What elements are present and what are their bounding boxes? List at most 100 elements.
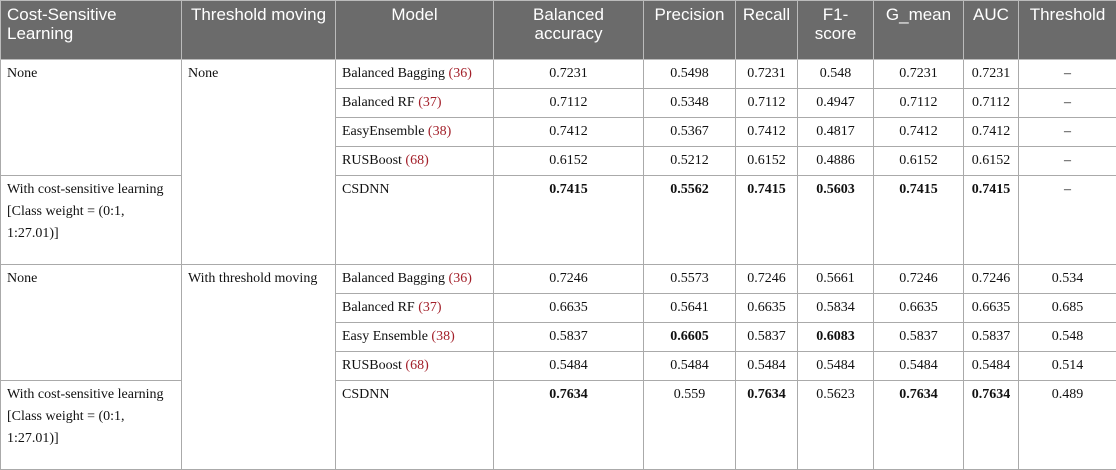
value-text: 0.7412: [549, 124, 588, 139]
model-name: CSDNN: [342, 182, 389, 197]
citation[interactable]: (37): [418, 95, 441, 110]
value-cell: 0.7112: [874, 89, 964, 118]
value-cell: 0.5641: [644, 294, 736, 323]
model-name: CSDNN: [342, 387, 389, 402]
value-text: –: [1064, 124, 1071, 139]
citation[interactable]: (37): [418, 300, 441, 315]
value-text: 0.7231: [972, 66, 1011, 81]
model-cell: EasyEnsemble (38): [336, 118, 494, 147]
value-text: 0.7112: [550, 95, 588, 110]
value-text: 0.5603: [816, 182, 855, 197]
value-cell: 0.6152: [964, 147, 1019, 176]
value-cell: 0.6635: [964, 294, 1019, 323]
model-cell: Balanced RF (37): [336, 89, 494, 118]
cost-sensitive-cell: None: [1, 60, 182, 176]
value-cell: 0.5498: [644, 60, 736, 89]
value-cell: 0.7246: [964, 265, 1019, 294]
value-text: 0.6635: [549, 300, 588, 315]
value-text: 0.7231: [899, 66, 938, 81]
value-cell: 0.7412: [736, 118, 798, 147]
value-text: 0.7634: [549, 387, 588, 402]
value-text: –: [1064, 66, 1071, 81]
value-cell: 0.7231: [736, 60, 798, 89]
value-cell: 0.6635: [874, 294, 964, 323]
value-text: 0.5498: [670, 66, 709, 81]
value-text: 0.5484: [747, 358, 786, 373]
value-text: 0.4817: [816, 124, 855, 139]
header-cell: Recall: [736, 1, 798, 60]
value-cell: 0.514: [1019, 352, 1116, 381]
value-cell: –: [1019, 118, 1116, 147]
value-cell: 0.5623: [798, 381, 874, 470]
value-cell: 0.6083: [798, 323, 874, 352]
value-text: 0.7412: [899, 124, 938, 139]
value-cell: 0.7246: [874, 265, 964, 294]
value-text: –: [1064, 153, 1071, 168]
header-cell: Model: [336, 1, 494, 60]
value-text: 0.548: [1052, 329, 1084, 344]
value-text: 0.7634: [899, 387, 938, 402]
value-cell: 0.6152: [736, 147, 798, 176]
value-cell: 0.5603: [798, 176, 874, 265]
value-cell: 0.5837: [736, 323, 798, 352]
model-cell: Balanced Bagging (36): [336, 265, 494, 294]
citation[interactable]: (68): [405, 153, 428, 168]
header-cell: G_mean: [874, 1, 964, 60]
model-cell: RUSBoost (68): [336, 147, 494, 176]
value-cell: 0.7231: [964, 60, 1019, 89]
value-cell: 0.7415: [736, 176, 798, 265]
value-text: 0.7112: [972, 95, 1010, 110]
value-cell: 0.5212: [644, 147, 736, 176]
value-cell: 0.7415: [964, 176, 1019, 265]
value-cell: 0.5837: [874, 323, 964, 352]
value-cell: 0.7112: [964, 89, 1019, 118]
value-text: 0.5348: [670, 95, 709, 110]
value-text: 0.534: [1052, 271, 1084, 286]
citation[interactable]: (68): [405, 358, 428, 373]
citation[interactable]: (38): [431, 329, 454, 344]
citation[interactable]: (36): [449, 271, 472, 286]
model-cell: CSDNN: [336, 381, 494, 470]
value-cell: 0.6152: [874, 147, 964, 176]
value-text: 0.7231: [747, 66, 786, 81]
value-text: 0.5484: [972, 358, 1011, 373]
header-cell: Cost-Sensitive Learning: [1, 1, 182, 60]
value-text: 0.7246: [747, 271, 786, 286]
value-text: 0.6152: [549, 153, 588, 168]
value-cell: 0.5484: [798, 352, 874, 381]
value-cell: –: [1019, 60, 1116, 89]
value-cell: –: [1019, 147, 1116, 176]
model-name: Balanced RF: [342, 300, 415, 315]
table-body: None None Balanced Bagging (36) 0.7231 0.549…: [1, 60, 1116, 470]
value-text: 0.548: [820, 66, 852, 81]
value-text: 0.5484: [816, 358, 855, 373]
value-text: 0.6635: [747, 300, 786, 315]
value-text: 0.5573: [670, 271, 709, 286]
value-text: 0.5484: [670, 358, 709, 373]
model-cell: Balanced Bagging (36): [336, 60, 494, 89]
header-cell: Balanced accuracy: [494, 1, 644, 60]
value-text: 0.5641: [670, 300, 709, 315]
header-cell: Threshold: [1019, 1, 1116, 60]
value-text: 0.6152: [972, 153, 1011, 168]
value-text: 0.7112: [900, 95, 938, 110]
cost-sensitive-text: None: [7, 271, 37, 286]
cost-sensitive-text: With cost-sensitive learning [Class weig…: [7, 387, 164, 446]
model-name: RUSBoost: [342, 358, 402, 373]
value-cell: 0.534: [1019, 265, 1116, 294]
value-cell: 0.5562: [644, 176, 736, 265]
value-cell: 0.7634: [964, 381, 1019, 470]
value-text: 0.7246: [549, 271, 588, 286]
value-cell: 0.7246: [494, 265, 644, 294]
value-text: 0.6152: [899, 153, 938, 168]
value-text: 0.489: [1052, 387, 1084, 402]
model-cell: CSDNN: [336, 176, 494, 265]
value-text: 0.5367: [670, 124, 709, 139]
value-text: 0.7246: [972, 271, 1011, 286]
value-text: 0.6083: [816, 329, 855, 344]
citation[interactable]: (38): [428, 124, 451, 139]
value-cell: 0.5367: [644, 118, 736, 147]
value-cell: 0.5484: [964, 352, 1019, 381]
citation[interactable]: (36): [449, 66, 472, 81]
